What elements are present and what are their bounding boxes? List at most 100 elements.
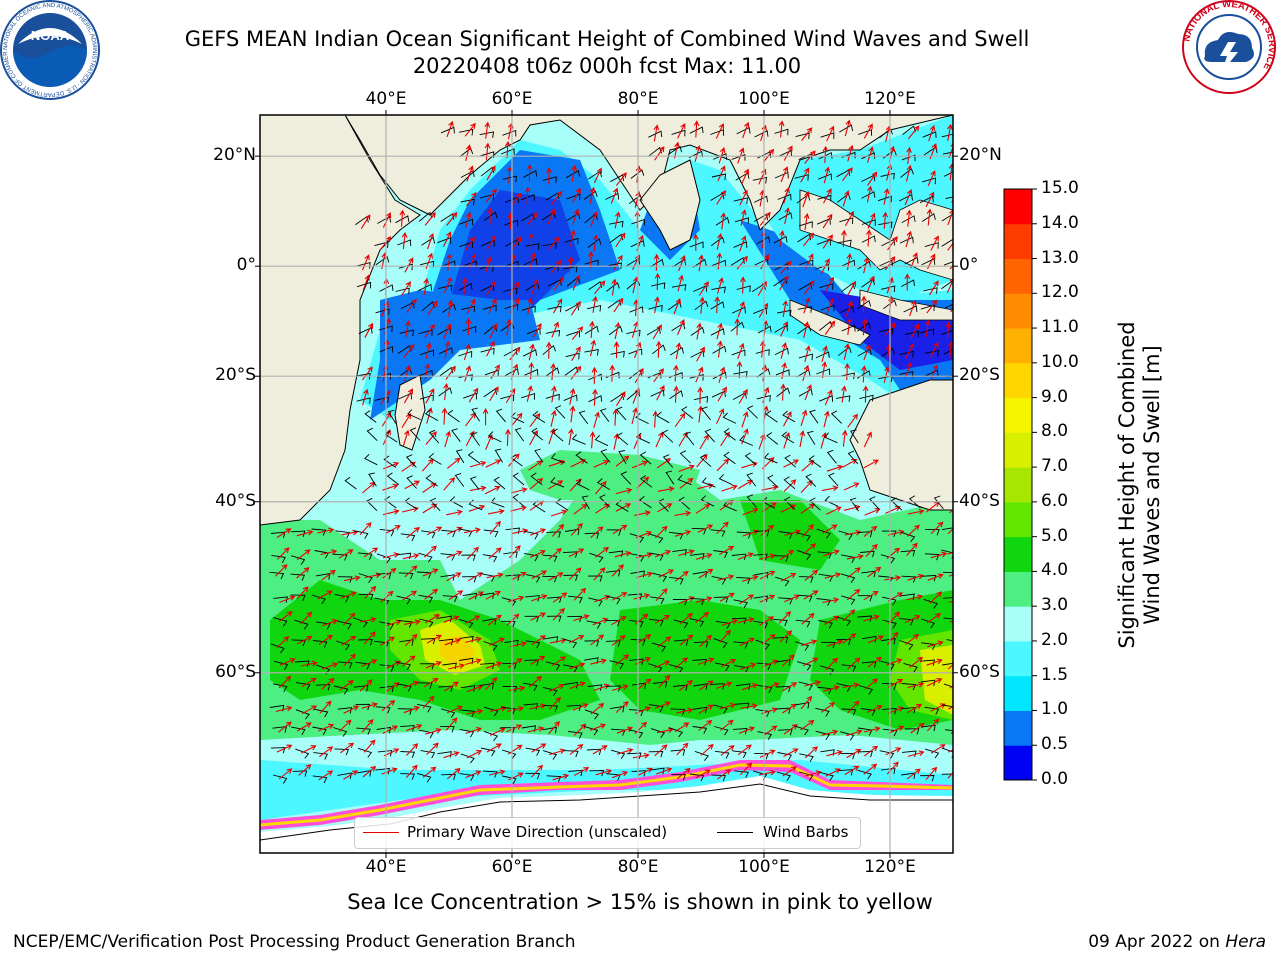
wave-direction-arrow xyxy=(804,384,812,401)
wave-direction-arrow xyxy=(278,768,293,780)
colorbar-tick-label: 4.0 xyxy=(1041,560,1069,581)
wind-barb xyxy=(366,427,378,442)
wind-barb xyxy=(839,124,854,133)
wave-direction-arrow xyxy=(634,721,648,735)
wave-direction-arrow xyxy=(613,297,624,313)
wind-barb xyxy=(944,171,953,177)
wave-direction-arrow xyxy=(361,702,378,709)
wind-barb xyxy=(735,172,750,181)
wind-barb xyxy=(820,304,835,312)
wave-direction-arrow xyxy=(696,322,703,340)
wave-direction-arrow xyxy=(446,457,461,469)
wind-barb xyxy=(635,412,649,425)
wind-barb xyxy=(857,322,871,332)
wind-barb xyxy=(379,284,394,292)
wave-direction-arrow xyxy=(737,301,745,318)
wave-direction-arrow xyxy=(444,681,459,692)
wind-barb xyxy=(458,618,474,629)
wave-direction-arrow xyxy=(863,745,879,757)
wind-barb xyxy=(650,258,664,268)
wind-barb xyxy=(794,174,809,181)
wind-barb xyxy=(798,771,814,781)
wind-barb xyxy=(568,769,583,777)
wave-direction-arrow xyxy=(403,705,420,714)
wind-barb xyxy=(731,153,746,161)
wave-direction-arrow xyxy=(907,703,923,714)
wind-barb xyxy=(776,659,791,666)
map-subtitle: 20220408 t06z 000h fcst Max: 11.00 xyxy=(412,54,802,78)
wind-barb xyxy=(272,683,288,693)
wave-direction-arrow xyxy=(947,123,953,141)
wave-direction-arrow xyxy=(737,342,745,360)
wave-direction-arrow xyxy=(909,656,924,668)
wave-direction-arrow xyxy=(824,389,833,406)
wave-direction-arrow xyxy=(800,480,813,494)
wind-barb xyxy=(881,347,895,358)
wind-barb xyxy=(900,279,915,287)
right-lat-tick-label: 20°N xyxy=(959,145,1002,166)
wind-barb xyxy=(479,193,494,201)
wind-barb xyxy=(482,770,498,778)
wind-barb xyxy=(397,619,413,628)
wave-direction-arrow xyxy=(952,642,953,645)
wave-direction-arrow xyxy=(678,255,686,272)
wind-barb xyxy=(337,772,352,780)
wave-direction-arrow xyxy=(742,507,759,516)
wave-direction-arrow xyxy=(614,550,632,558)
wind-barb xyxy=(900,549,916,557)
wave-direction-arrow xyxy=(276,528,292,538)
wave-direction-arrow xyxy=(487,614,502,626)
wave-direction-arrow xyxy=(740,209,747,226)
wave-direction-arrow xyxy=(553,276,565,291)
wind-barb xyxy=(419,394,434,402)
wind-barb xyxy=(449,496,464,508)
wind-barb xyxy=(440,126,455,134)
wind-barb xyxy=(850,429,859,444)
wind-barb xyxy=(881,638,896,645)
wind-barb xyxy=(777,729,793,736)
wind-barb xyxy=(542,554,558,562)
wave-direction-arrow xyxy=(910,323,920,339)
wave-direction-arrow xyxy=(590,634,605,646)
wind-barb xyxy=(744,452,757,466)
wind-barb xyxy=(752,176,768,184)
wind-barb xyxy=(550,453,565,464)
wind-barb xyxy=(919,775,935,782)
wave-direction-arrow xyxy=(674,722,690,733)
wave-direction-arrow xyxy=(338,719,352,732)
wave-direction-arrow xyxy=(674,657,688,670)
wave-direction-arrow xyxy=(552,298,563,314)
wave-direction-arrow xyxy=(949,508,953,514)
wave-direction-arrow xyxy=(589,431,596,449)
wind-barb xyxy=(379,345,394,353)
wave-direction-arrow xyxy=(716,190,726,205)
wind-barb xyxy=(648,751,664,758)
wave-direction-arrow xyxy=(552,773,570,781)
wind-barb xyxy=(700,495,715,507)
wind-barb xyxy=(523,682,538,692)
wind-barb xyxy=(901,215,916,223)
wave-direction-arrow xyxy=(695,769,711,779)
colorbar-tick-label: 9.0 xyxy=(1041,386,1069,407)
wind-barb xyxy=(534,448,544,463)
wave-direction-arrow xyxy=(548,236,560,251)
wave-direction-arrow xyxy=(275,705,293,713)
wave-direction-arrow xyxy=(717,340,723,358)
wind-barb xyxy=(291,726,306,736)
wave-direction-arrow xyxy=(573,614,590,622)
wind-barb xyxy=(881,238,896,247)
wind-barb xyxy=(505,574,521,581)
wind-barb xyxy=(467,451,481,464)
wave-direction-arrow xyxy=(589,723,607,731)
wind-barb xyxy=(542,726,557,734)
wind-barb xyxy=(584,325,599,335)
wave-direction-arrow xyxy=(506,613,520,626)
wind-barb xyxy=(694,300,709,311)
wave-direction-arrow xyxy=(824,572,842,579)
wave-direction-arrow xyxy=(656,458,672,469)
wind-barb xyxy=(312,726,327,736)
colorbar xyxy=(1003,188,1037,781)
wind-barb xyxy=(714,726,729,736)
wave-direction-arrow xyxy=(590,658,607,665)
wave-direction-arrow xyxy=(422,695,435,709)
